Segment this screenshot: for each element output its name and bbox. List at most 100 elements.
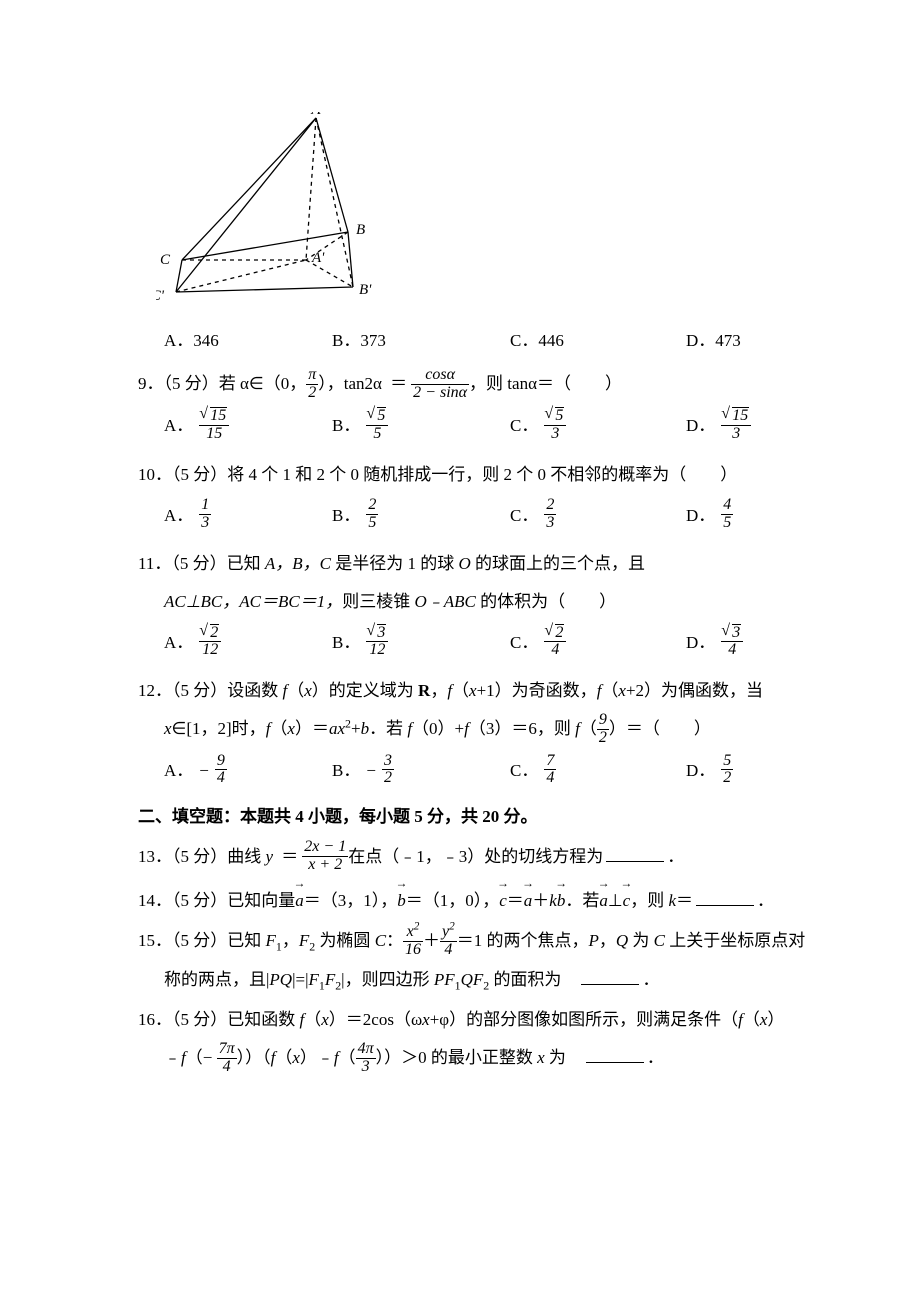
q12-c-num: 7 — [544, 753, 556, 770]
q12-c-den: 4 — [544, 769, 556, 787]
q13-blank — [606, 844, 664, 862]
q11-b-den: 12 — [366, 641, 388, 659]
q14-vec-a3: a — [599, 881, 608, 918]
q16-an: 7π — [217, 1041, 237, 1058]
q10-b-num: 2 — [366, 497, 378, 514]
q15-one: 1 — [474, 931, 483, 950]
q11-abc: A，B，C — [265, 554, 331, 573]
q16-end: ． — [647, 1048, 664, 1067]
q9-c-den: 3 — [544, 425, 566, 443]
q9-eq: ＝ — [390, 374, 407, 393]
q16-line1: 16．（5 分）已知函数 f（x）＝2cos（ωx+φ）的部分图像如图所示，则满… — [138, 1003, 810, 1037]
q11-b-label: B． — [332, 630, 360, 656]
q15-l2: 称的两点，且|PQ|=|F1F2|，则四边形 PF1QF2 的面积为 — [164, 970, 578, 989]
q13-post: 在点（﹣1，﹣3）处的切线方程为 — [348, 847, 603, 866]
q16-f2: f — [271, 1048, 276, 1067]
q10-d-den: 5 — [721, 514, 733, 532]
fig-label-A: A — [310, 112, 321, 118]
q10-a-den: 3 — [199, 514, 211, 532]
q13: 13．（5 分）曲线 y ＝2x − 1x + 2在点（﹣1，﹣3）处的切线方程… — [138, 840, 810, 875]
q14-post: ．若 — [565, 891, 599, 910]
q9-pi-den: 2 — [306, 384, 318, 402]
q12-9den: 2 — [597, 729, 609, 747]
q12-d-label: D． — [686, 758, 715, 784]
q16-rp2: ） — [376, 1048, 385, 1067]
q12-choices: A．−94 B．−32 C．74 D．52 — [164, 754, 810, 789]
q9-rhs-num: cosα — [411, 367, 469, 384]
q11-c-den: 4 — [544, 641, 566, 659]
q9-suffix: ，则 tanα＝（ ） — [469, 374, 622, 393]
q12-line2: x∈[1，2]时，f（x）＝ax2+b．若 f（0）+f（3）＝6，则 f（92… — [164, 712, 810, 747]
fig-label-B: B — [356, 222, 365, 238]
q14-eq1: ＝（3，1）， — [304, 891, 398, 910]
q9-rhs-den: 2 − sinα — [411, 384, 469, 402]
q8-choices: A．346 B．373 C．446 D．473 — [164, 328, 810, 354]
q15-line2: 称的两点，且|PQ|=|F1F2|，则四边形 PF1QF2 的面积为 ． — [164, 963, 810, 997]
q10: 10．（5 分）将 4 个 1 和 2 个 0 随机排成一行，则 2 个 0 不… — [138, 458, 810, 492]
q10-a-label: A． — [164, 503, 193, 529]
q16-line2: ﹣f（− 7π4））（f（x）﹣f（4π3））＞0 的最小正整数 x 为 ． — [164, 1041, 810, 1076]
q14-then: ，则 k＝ — [630, 891, 693, 910]
q12-a-label: A． — [164, 758, 193, 784]
section-title: 二、填空题：本题共 4 小题，每小题 5 分，共 20 分。 — [138, 804, 810, 830]
q11-c-label: C． — [510, 630, 538, 656]
q10-d-label: D． — [686, 503, 715, 529]
q11-oabc: O﹣ABC — [414, 592, 475, 611]
q16-neg1: ﹣ — [164, 1048, 181, 1067]
q15-t2d: 4 — [440, 941, 457, 959]
q16-lp2: （ — [339, 1048, 356, 1067]
q14: 14．（5 分）已知向量a＝（3，1），b＝（1，0），c＝a＋kb．若a⊥c，… — [138, 881, 810, 918]
q14-vec-a2: a — [524, 881, 533, 918]
q16-neg2: ﹣ — [317, 1048, 334, 1067]
q14-vec-b2: b — [557, 881, 566, 918]
q15-plus: ＋ — [423, 931, 440, 950]
q16-lp1: （ — [186, 1048, 203, 1067]
q14-plus: ＋ — [532, 891, 549, 910]
q9-choices: A．1515 B．55 C．53 D．153 — [164, 408, 810, 444]
q14-vec-a: a — [295, 881, 304, 918]
q9-b-den: 5 — [366, 425, 388, 443]
q13-num: 2x − 1 — [302, 839, 348, 856]
q15-t1n: x2 — [403, 924, 423, 941]
q11-a-den: 12 — [199, 641, 221, 659]
fig-label-Ap: A' — [311, 250, 325, 266]
q11-line1: 11．（5 分）已知 A，B，C 是半径为 1 的球 O 的球面上的三个点，且 — [138, 547, 810, 581]
q15-blank — [581, 967, 639, 985]
q14-blank — [696, 888, 754, 906]
q11-choices: A．212 B．312 C．24 D．34 — [164, 625, 810, 661]
q10-c-den: 3 — [544, 514, 556, 532]
q11-l2b: 则三棱锥 — [342, 592, 414, 611]
q14-eq2: ＝（1，0）， — [406, 891, 500, 910]
q10-b-den: 5 — [366, 514, 378, 532]
q12-line1: 12．（5 分）设函数 f（x）的定义域为 R，f（x+1）为奇函数，f（x+2… — [138, 674, 810, 708]
q11-l2a: AC⊥BC，AC＝BC＝1， — [164, 592, 342, 611]
q10-choices: A．13 B．25 C．23 D．45 — [164, 498, 810, 533]
q12-b-label: B． — [332, 758, 360, 784]
q12-b-den: 2 — [382, 769, 394, 787]
q11-d-label: D． — [686, 630, 715, 656]
q14-vec-c: c — [499, 881, 507, 918]
fig-label-Cp: C' — [156, 288, 165, 304]
q11-O: O — [458, 554, 470, 573]
q9-c-label: C． — [510, 413, 538, 439]
q14-vec-b: b — [397, 881, 406, 918]
q12-c-label: C． — [510, 758, 538, 784]
q12-9num: 9 — [597, 712, 609, 729]
q10-c-label: C． — [510, 503, 538, 529]
q14-vec-c2: c — [623, 881, 631, 918]
q11-l1a: 11．（5 分）已知 — [138, 554, 265, 573]
q15-post1: 的两个焦点，P，Q 为 C 上关于坐标原点对 — [482, 931, 805, 950]
q11-l1c: 的球面上的三个点，且 — [471, 554, 645, 573]
q9-b-label: B． — [332, 413, 360, 439]
q16-gt: ＞0 的最小正整数 x 为 — [401, 1048, 583, 1067]
q16-ad: 4 — [217, 1058, 237, 1076]
q15-pre: 15．（5 分）已知 F1，F2 为椭圆 C： — [138, 931, 403, 950]
q9-d-den: 3 — [721, 425, 751, 443]
q10-b-label: B． — [332, 503, 360, 529]
q12-b-num: 3 — [382, 753, 394, 770]
q13-eq: ＝ — [281, 847, 298, 866]
q9-d-label: D． — [686, 413, 715, 439]
q14-end: ． — [757, 891, 774, 910]
q10-a-num: 1 — [199, 497, 211, 514]
q9-a-label: A． — [164, 413, 193, 439]
